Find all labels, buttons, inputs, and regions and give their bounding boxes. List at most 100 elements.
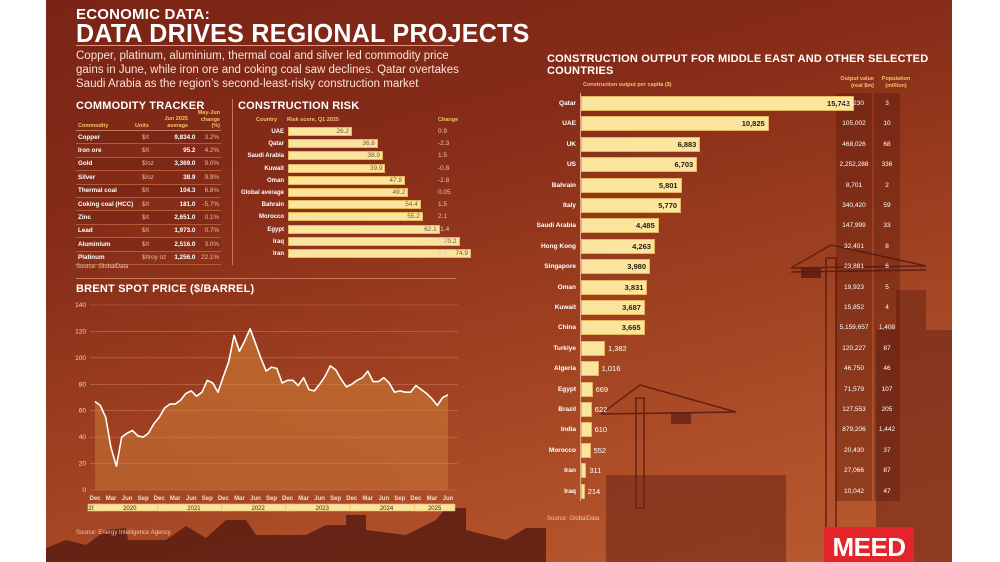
commodity-name: Lead xyxy=(76,224,140,239)
commodity-average: 2,516.0 xyxy=(170,237,198,252)
year-label: 2020 xyxy=(123,506,137,512)
commodity-change: 4.2% xyxy=(197,143,221,158)
risk-col-change: Change xyxy=(438,117,459,123)
risk-category-label: Kuwait xyxy=(264,165,284,172)
output-bar xyxy=(581,483,585,499)
construction-output-title: CONSTRUCTION OUTPUT FOR MIDDLE EAST AND … xyxy=(547,53,929,77)
output-value-label: 15,743 xyxy=(827,99,850,108)
kicker: ECONOMIC DATA: xyxy=(76,6,210,23)
risk-change-label: -0.8 xyxy=(438,164,450,172)
population-cell: 37 xyxy=(883,446,891,454)
skyline-silhouette xyxy=(46,244,952,562)
output-value-cell: 5,159,657 xyxy=(839,324,869,332)
x-tick-label: Jun xyxy=(250,496,261,502)
x-tick-label: Jun xyxy=(378,496,389,502)
table-row: Coking coal (HCC) $/t 181.0 -5.7% xyxy=(76,197,221,212)
commodity-units: $/t xyxy=(139,210,171,225)
brent-title: BRENT SPOT PRICE ($/BARREL) xyxy=(76,283,255,295)
col-commodity: Commodity xyxy=(78,123,109,129)
output-category-label: Kuwait xyxy=(554,304,576,311)
output-category-label: Brazil xyxy=(558,406,576,413)
commodity-units: $/t xyxy=(139,143,171,158)
risk-change-label: 0.05 xyxy=(438,189,451,196)
output-category-label: Saudi Arabia xyxy=(536,222,577,230)
y-tick-label: 140 xyxy=(75,302,86,309)
x-tick-label: Jun xyxy=(186,496,197,502)
commodity-source: Source: GlobalData xyxy=(76,264,129,270)
risk-value-label: 26.2 xyxy=(336,128,349,135)
risk-change-label: 1.1 xyxy=(438,250,448,257)
output-value-label: 10,825 xyxy=(741,119,765,129)
commodity-tracker-title: COMMODITY TRACKER xyxy=(76,100,205,112)
construction-risk-chart: UAE 26.2 0.9 Qatar 36.8 -2.3 Saudi Arabia 38.9 1… xyxy=(206,127,476,262)
x-tick-label: Jun xyxy=(314,496,325,502)
risk-change-label: 1.2 xyxy=(438,237,448,245)
headline-rule xyxy=(76,45,454,46)
construction-output-chart: Qatar 15,743 47,230 3 UAE 10,825 105,002 10 UK 6,… xyxy=(516,93,946,516)
output-bar xyxy=(581,300,645,315)
x-tick-label: Sep xyxy=(394,496,405,502)
x-tick-label: Mar xyxy=(170,496,181,502)
commodity-table: Copper $/t 9,834.0 3.2% Iron ore $/t 95.2 4.2% G… xyxy=(76,131,221,265)
output-bar xyxy=(581,259,651,275)
risk-bar xyxy=(288,127,352,136)
output-value-cell: 71,579 xyxy=(844,385,864,393)
risk-category-label: Egypt xyxy=(267,226,284,233)
risk-value-label: 70.2 xyxy=(443,237,457,245)
y-tick-label: 20 xyxy=(79,461,87,468)
y-tick-label: 80 xyxy=(79,381,87,388)
risk-bar xyxy=(288,236,460,246)
commodity-name: Iron ore xyxy=(76,143,140,158)
risk-category-label: Qatar xyxy=(268,141,284,148)
x-tick-label: Dec xyxy=(346,496,358,502)
risk-bar xyxy=(288,249,471,258)
output-bar xyxy=(581,136,701,152)
risk-change-label: -1.4 xyxy=(438,225,450,233)
risk-value-label: 49.2 xyxy=(392,189,406,196)
col-average: Jun 2025 average xyxy=(164,116,188,129)
output-value-label: 1,016 xyxy=(601,364,621,374)
output-bar xyxy=(581,442,591,458)
commodity-units: $/t xyxy=(139,184,171,198)
output-value-cell: 23,881 xyxy=(844,263,864,271)
population-cell: 46 xyxy=(883,365,891,373)
year-label: 2023 xyxy=(316,506,330,512)
risk-category-label: Bahrain xyxy=(261,202,284,209)
x-tick-label: Dec xyxy=(218,496,230,502)
output-col-population: Population (million) xyxy=(881,76,911,89)
col-change: May-Jun change (%) xyxy=(197,110,220,129)
output-value-label: 6,703 xyxy=(674,160,694,170)
population-cell: 1,442 xyxy=(878,426,896,434)
output-bar xyxy=(581,116,769,132)
risk-change-label: 1.5 xyxy=(438,201,448,209)
x-tick-label: Dec xyxy=(154,496,166,502)
y-tick-label: 0 xyxy=(82,487,86,494)
output-value-label: 3,687 xyxy=(622,303,641,312)
commodity-average: 95.2 xyxy=(170,143,198,158)
risk-bar xyxy=(288,175,406,185)
commodity-average: 38.9 xyxy=(170,170,198,185)
risk-value-label: 74.9 xyxy=(455,250,468,257)
output-value-cell: 120,227 xyxy=(842,344,866,352)
x-tick-label: Dec xyxy=(410,496,422,502)
risk-value-label: 55.2 xyxy=(407,213,420,221)
col-units: Units xyxy=(135,123,149,129)
commodity-name: Thermal coal xyxy=(76,184,140,198)
table-row: Zinc $/t 2,651.0 0.1% xyxy=(76,210,221,225)
output-value-label: 622 xyxy=(594,405,608,414)
year-label: 2025 xyxy=(428,506,442,512)
population-cell: 68 xyxy=(883,140,891,148)
commodity-change: 0.7% xyxy=(197,224,221,239)
output-value-cell: 10,042 xyxy=(844,487,864,495)
output-value-label: 5,770 xyxy=(658,201,678,210)
commodity-name: Silver xyxy=(76,170,140,185)
year-label: 2022 xyxy=(251,506,265,512)
x-tick-label: Mar xyxy=(234,496,245,502)
risk-category-label: Morocco xyxy=(258,214,284,221)
output-value-label: 3,980 xyxy=(627,262,647,272)
population-cell: 47 xyxy=(883,487,891,495)
population-cell: 2 xyxy=(885,181,889,189)
output-value-cell: 105,002 xyxy=(842,120,866,128)
output-value-label: 4,263 xyxy=(632,241,651,251)
commodity-units: $/oz xyxy=(139,170,171,185)
